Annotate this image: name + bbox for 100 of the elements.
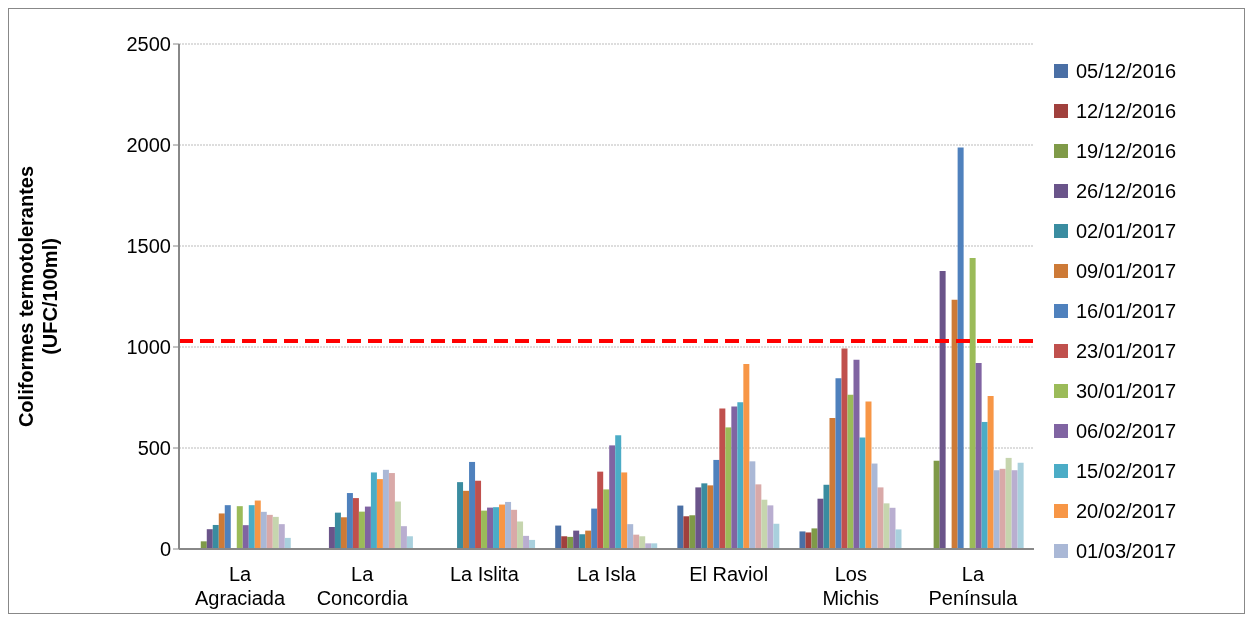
bar [999,468,1006,549]
bar [382,469,389,549]
bar [615,435,622,549]
bar [1011,470,1018,549]
bar [400,526,407,549]
bar [841,348,848,549]
legend-label: 19/12/2016 [1076,139,1177,163]
legend-label: 26/12/2016 [1076,179,1177,203]
bar [597,471,604,549]
bar [334,512,341,549]
bar [487,507,494,549]
bar [761,499,768,549]
x-tick-label: La Islita [449,563,520,585]
bar [555,525,562,549]
bar [1005,457,1012,549]
bar [823,484,830,549]
bar [933,460,940,549]
bar [633,534,640,549]
bar [609,445,616,549]
bar [701,483,708,549]
legend-label: 30/01/2017 [1076,379,1177,403]
bar [284,537,291,549]
bar [406,536,413,549]
bar [224,505,231,549]
x-tick-label: Los Michis [822,563,880,609]
bar [499,504,506,549]
bar [951,299,958,549]
y-axis-title: Coliformes termotolerantes (UFC/100ml) [15,165,61,428]
bar [206,529,213,549]
legend-label: 05/12/2016 [1076,59,1177,83]
bar [376,479,383,549]
bar [248,505,255,549]
bar [493,507,500,549]
bar [561,536,568,549]
bar [266,514,273,549]
bar [1017,462,1024,549]
bar [364,506,371,549]
bar [579,534,586,549]
legend-label: 23/01/2017 [1076,339,1177,363]
bar [621,472,628,549]
bar [511,509,518,549]
bar [767,505,774,549]
bar [200,541,207,549]
bar [895,529,902,549]
bar [987,395,994,549]
legend-label: 01/03/2017 [1076,539,1177,563]
bar [737,402,744,549]
x-tick-label: La Agraciada [195,563,286,609]
bar [773,523,780,549]
bar [817,498,824,549]
bar [993,470,1000,549]
bar [585,530,592,549]
bar [859,437,866,549]
y-tick-label: 0 [159,538,171,561]
bar [218,513,225,549]
x-tick-label: El Raviol [689,563,769,585]
bar [731,406,738,549]
bar [877,487,884,549]
legend-label: 02/01/2017 [1076,219,1177,243]
bar [358,511,365,549]
bar [975,362,982,549]
bar [981,421,988,549]
bar [457,482,464,549]
bar [805,532,812,549]
bar [254,500,261,549]
bar [328,526,335,549]
bar [725,427,732,549]
bar [603,489,610,549]
bar [242,525,249,549]
bar [883,503,890,549]
bar [346,493,353,549]
bar [957,147,964,549]
bar [352,498,359,549]
y-tick-label: 1500 [126,235,171,258]
bar [591,508,598,549]
bar [236,506,243,549]
bar [573,530,580,549]
bar [829,417,836,549]
bar [847,394,854,549]
bar [755,484,762,549]
legend-label: 09/01/2017 [1076,259,1177,283]
bar [865,401,872,549]
bar [505,501,512,549]
bar [677,505,684,549]
bar [260,511,267,549]
bar [370,472,377,549]
bar [707,485,714,549]
y-tick-label: 2000 [126,134,171,157]
bar [811,528,818,549]
bar [799,531,806,549]
legend-label: 15/02/2017 [1076,459,1177,483]
bar [939,271,946,549]
bar [567,536,574,549]
legend-label: 20/02/2017 [1076,499,1177,523]
bar [689,515,696,549]
bar [743,363,750,549]
bar [853,359,860,549]
bar [394,501,401,549]
bar [713,459,720,549]
bar [627,524,634,549]
